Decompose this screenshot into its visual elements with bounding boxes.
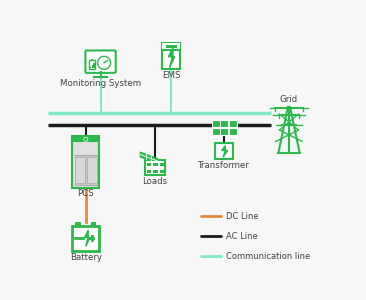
FancyBboxPatch shape <box>85 50 116 73</box>
Text: PCS: PCS <box>78 189 94 198</box>
Bar <box>166 45 177 48</box>
Text: Loads: Loads <box>142 177 168 186</box>
Bar <box>153 163 158 166</box>
Polygon shape <box>140 152 157 163</box>
Bar <box>220 120 228 127</box>
Bar <box>160 163 164 166</box>
Bar <box>91 222 96 226</box>
Bar <box>91 59 93 61</box>
Bar <box>72 136 100 142</box>
Bar <box>72 136 100 188</box>
Bar <box>90 67 91 68</box>
Bar <box>89 61 96 69</box>
Bar <box>229 120 237 127</box>
Text: Communication line: Communication line <box>226 252 310 261</box>
Bar <box>212 128 220 135</box>
Bar <box>160 170 164 173</box>
Text: Transformer: Transformer <box>198 161 250 170</box>
Bar <box>75 157 85 183</box>
Bar <box>147 170 151 173</box>
Bar <box>229 128 237 135</box>
Bar <box>145 160 165 175</box>
Polygon shape <box>85 230 90 247</box>
Bar <box>75 155 97 185</box>
Polygon shape <box>221 146 228 157</box>
Text: EMS: EMS <box>162 71 180 80</box>
Bar <box>215 143 234 159</box>
Polygon shape <box>168 48 175 68</box>
FancyBboxPatch shape <box>162 43 180 69</box>
Bar <box>92 65 93 68</box>
Bar <box>147 163 151 166</box>
Bar <box>153 170 158 173</box>
Circle shape <box>84 137 88 141</box>
Text: Grid: Grid <box>280 95 298 104</box>
Bar <box>212 120 220 127</box>
Bar <box>72 226 100 251</box>
Circle shape <box>98 56 111 69</box>
Text: AC Line: AC Line <box>226 232 257 241</box>
Text: DC Line: DC Line <box>226 212 258 221</box>
Bar <box>220 128 228 135</box>
Bar <box>93 63 94 68</box>
Bar <box>75 222 81 226</box>
Text: Battery: Battery <box>70 253 102 262</box>
Bar <box>162 43 180 50</box>
Text: Monitoring System: Monitoring System <box>60 79 141 88</box>
Bar <box>87 157 97 183</box>
